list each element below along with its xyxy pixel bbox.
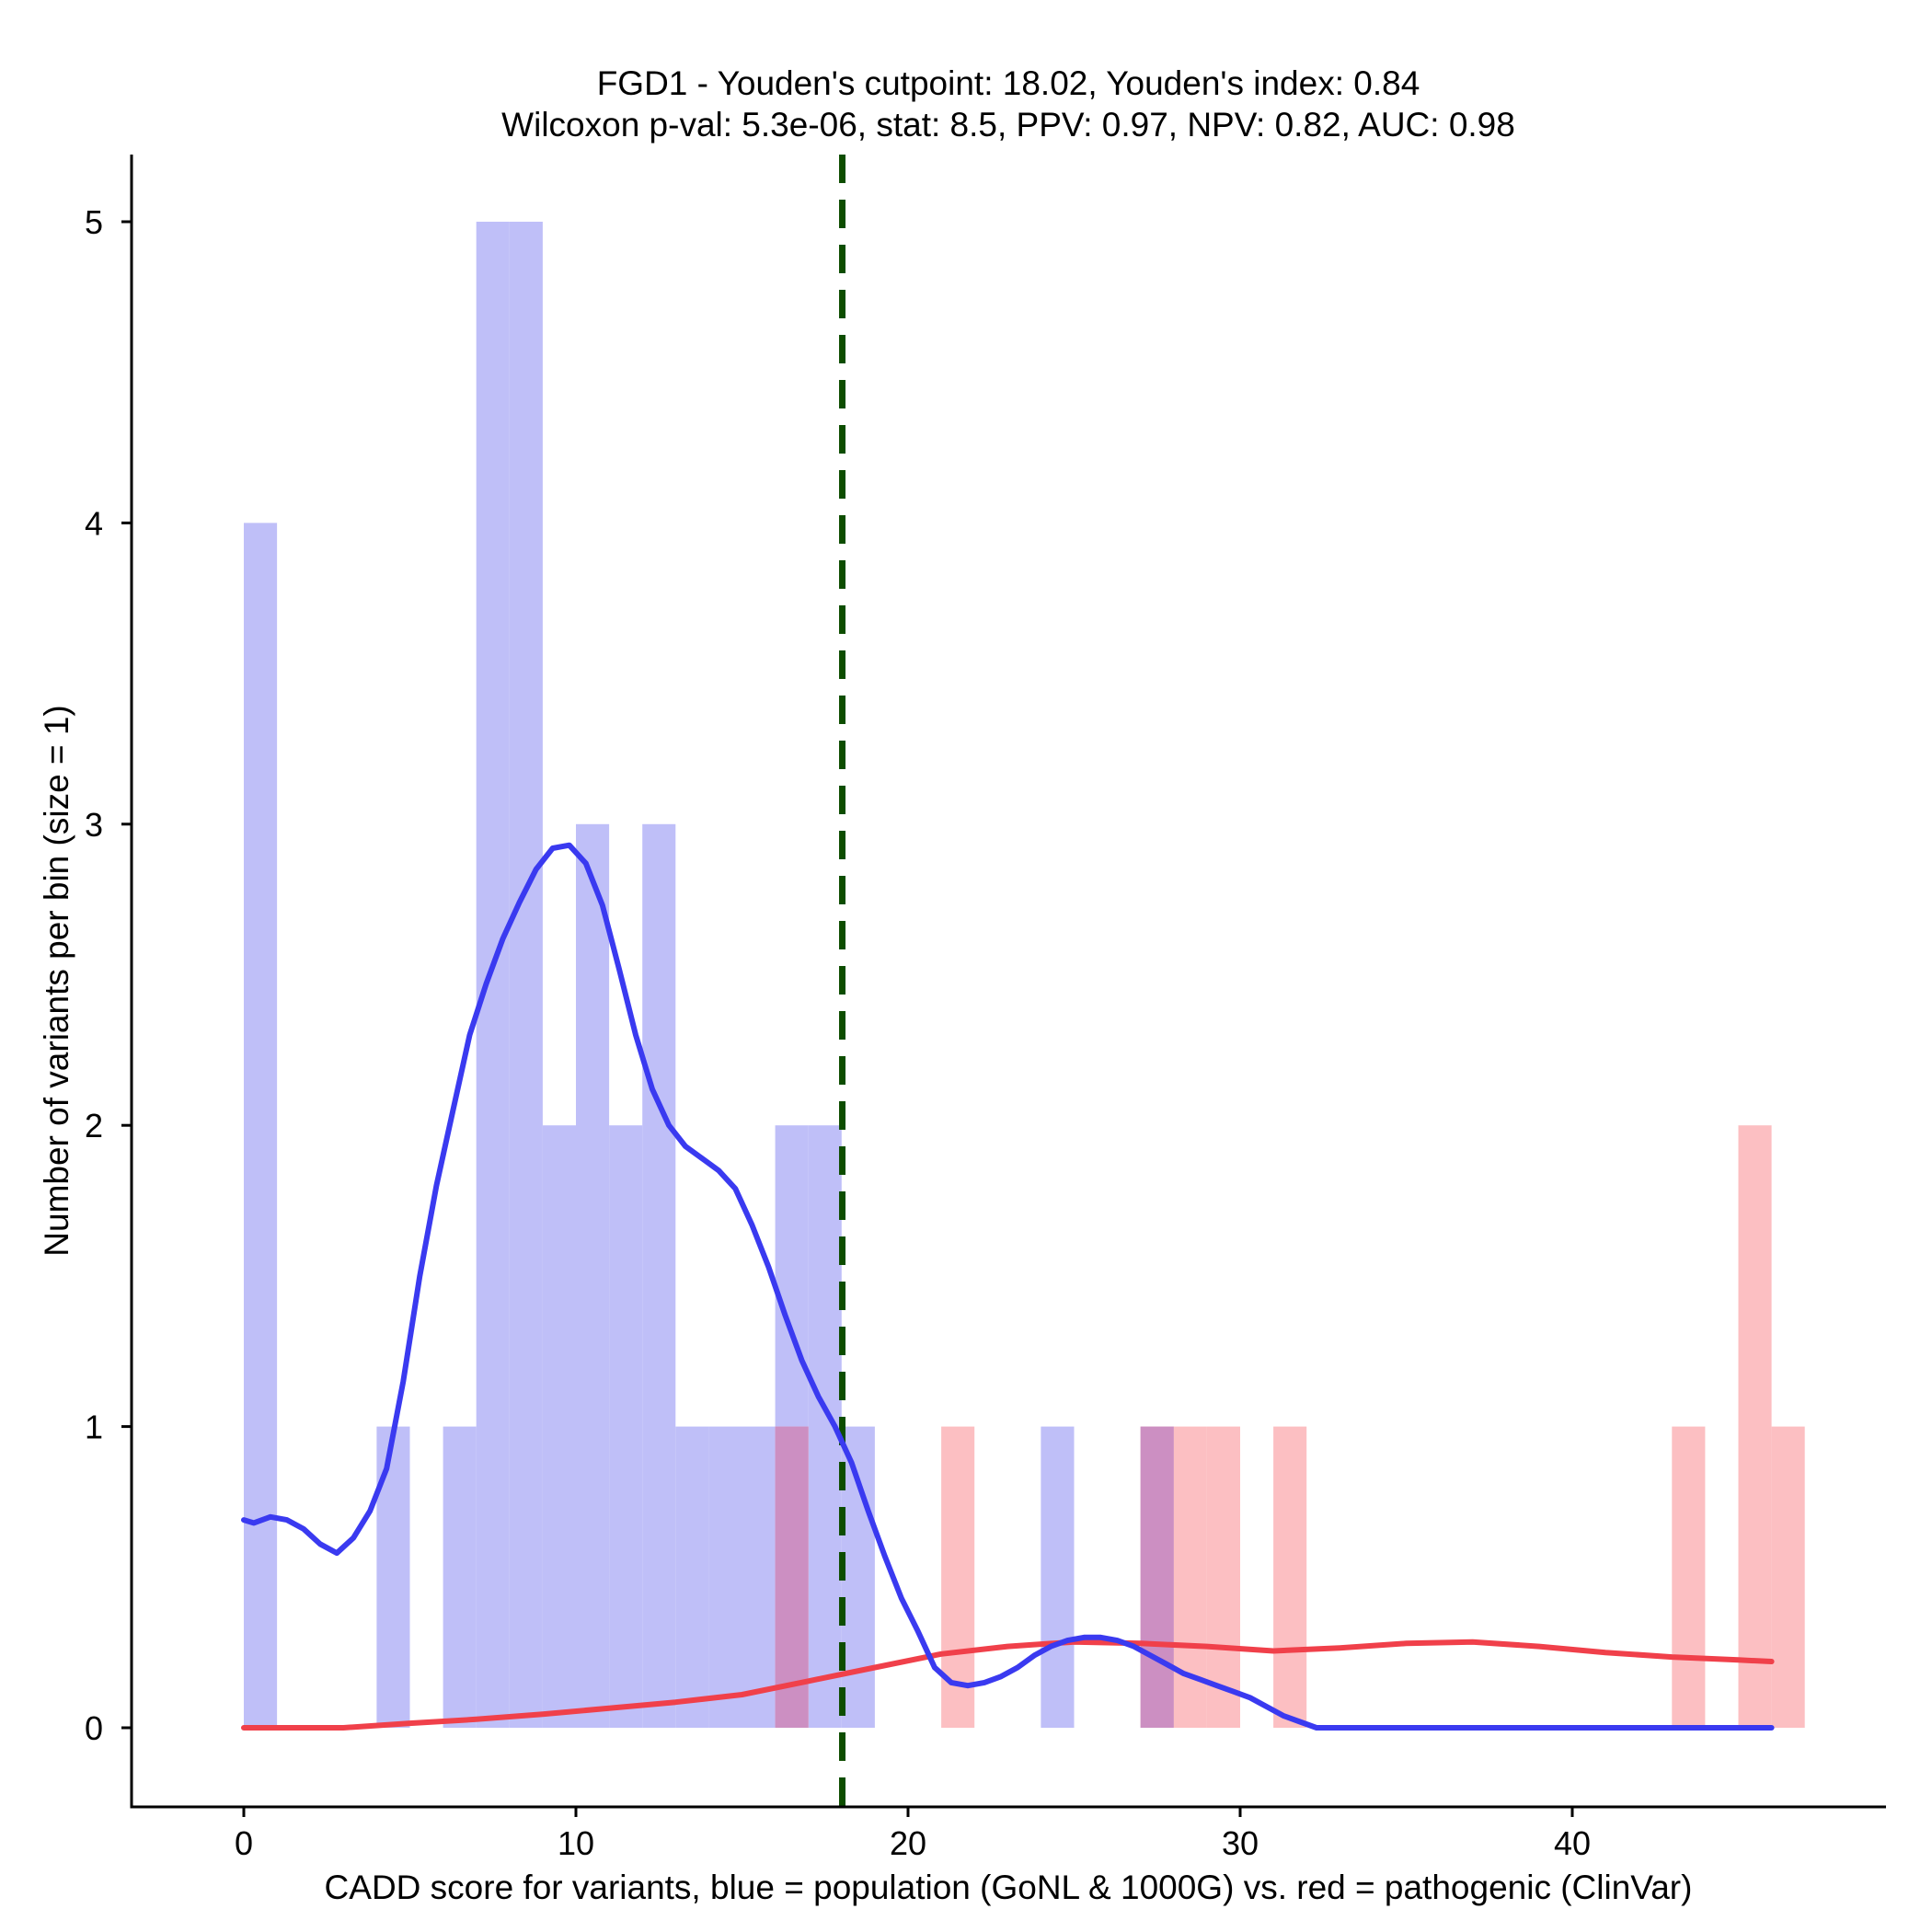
population-bar — [443, 1426, 477, 1728]
pathogenic-bars — [775, 1125, 1805, 1728]
population-bar — [542, 1125, 576, 1728]
x-axis-label: CADD score for variants, blue = populati… — [325, 1869, 1693, 1906]
population-bar — [841, 1426, 875, 1728]
pathogenic-density-line — [241, 1639, 1775, 1731]
population-bar — [576, 823, 610, 1728]
population-bar — [476, 222, 510, 1728]
population-bar — [244, 523, 278, 1728]
chart-title-line1: FGD1 - Youden's cutpoint: 18.02, Youden'… — [597, 64, 1420, 102]
y-axis-ticks: 0 1 2 3 4 5 — [85, 203, 132, 1747]
population-bar — [675, 1426, 709, 1728]
y-tick-label: 2 — [85, 1107, 103, 1144]
population-bar — [742, 1426, 776, 1728]
population-bar — [609, 1125, 643, 1728]
x-tick-label: 0 — [235, 1824, 253, 1862]
y-axis-label: Number of variants per bin (size = 1) — [38, 705, 75, 1256]
population-bar — [509, 222, 543, 1728]
y-tick-label: 3 — [85, 806, 103, 844]
x-tick-label: 30 — [1222, 1824, 1259, 1862]
x-tick-label: 10 — [558, 1824, 594, 1862]
pathogenic-bar — [1206, 1426, 1240, 1728]
population-bar — [642, 823, 676, 1728]
population-bar — [1041, 1426, 1075, 1728]
overlap-bar — [1140, 1426, 1174, 1728]
x-axis-ticks: 0 10 20 30 40 — [235, 1807, 1591, 1862]
y-tick-label: 1 — [85, 1409, 103, 1446]
pathogenic-bar — [1672, 1426, 1706, 1728]
pathogenic-bar — [1273, 1426, 1307, 1728]
overlap-bars — [775, 1426, 1174, 1728]
y-tick-label: 5 — [85, 203, 103, 241]
population-bars — [244, 222, 1174, 1728]
y-tick-label: 4 — [85, 504, 103, 542]
pathogenic-bar — [1771, 1426, 1805, 1728]
chart-title-line2: Wilcoxon p-val: 5.3e-06, stat: 8.5, PPV:… — [501, 106, 1515, 144]
x-tick-label: 20 — [890, 1824, 926, 1862]
x-tick-label: 40 — [1554, 1824, 1591, 1862]
pathogenic-bar — [1738, 1125, 1772, 1728]
population-bar — [708, 1426, 742, 1728]
y-tick-label: 0 — [85, 1709, 103, 1747]
population-density-line — [241, 842, 1775, 1731]
population-bar — [376, 1426, 410, 1728]
overlap-bar — [775, 1426, 809, 1728]
